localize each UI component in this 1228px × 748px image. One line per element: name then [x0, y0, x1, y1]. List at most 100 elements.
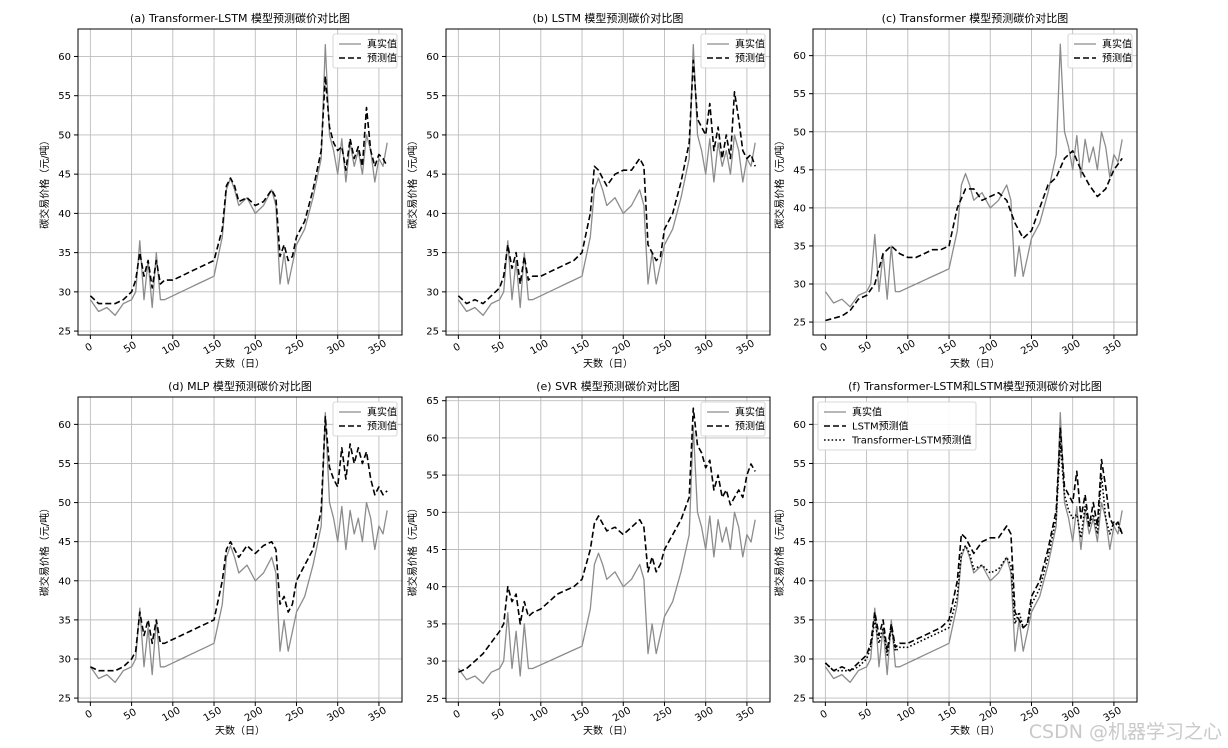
x-tick-label: 200 — [978, 705, 1000, 724]
x-axis-label: 天数（日） — [950, 357, 1000, 370]
chart-panel-c: 0 50 100 150 200 250 300 350 25 30 35 40 45 50 55 60 (c)… — [773, 11, 1138, 370]
legend-box — [700, 33, 766, 69]
y-tick-label: 25 — [793, 694, 806, 705]
y-tick-label: 50 — [58, 498, 71, 509]
series-line-1 — [824, 43, 1123, 308]
y-axis-label: 碳交易价格（元/吨） — [406, 135, 419, 228]
y-tick-label: 60 — [426, 433, 439, 444]
x-axis-label: 天数（日） — [583, 357, 633, 370]
x-tick-label: 50 — [857, 340, 874, 356]
chart-title: (b) LSTM 模型预测碳价对比图 — [533, 11, 684, 25]
chart-title: (d) MLP 模型预测碳价对比图 — [168, 379, 312, 393]
chart-panel-f: 0 50 100 150 200 250 300 3502530354045505560(f)… — [773, 379, 1138, 737]
series-line-2 — [458, 407, 756, 673]
legend-label-2: LSTM预测值 — [852, 420, 909, 433]
x-tick-label: 250 — [652, 705, 674, 724]
chart-panel-d: 0 50 100 150 200 250 300 350 25 30 35 40 45 50 55 60 (d)… — [38, 379, 403, 737]
y-tick-label: 40 — [58, 209, 71, 220]
plot-frame — [812, 396, 1138, 703]
y-tick-label: 55 — [426, 471, 439, 482]
y-tick-label: 40 — [58, 576, 71, 587]
y-tick-label: 35 — [426, 619, 439, 630]
legend-label-2: 预测值 — [735, 420, 765, 433]
series-line-3 — [824, 443, 1123, 672]
series-line-2 — [457, 59, 756, 305]
legend-label-1: 真实值 — [735, 406, 765, 419]
x-tick-label: 300 — [325, 338, 347, 357]
x-tick-label: 200 — [243, 705, 265, 724]
watermark: CSDN @机器学习之心 — [1028, 721, 1222, 743]
x-tick-label: 300 — [1060, 338, 1082, 357]
y-tick-label: 25 — [58, 327, 71, 338]
plot-frame — [812, 28, 1138, 336]
series-line-1 — [824, 411, 1123, 684]
y-tick-label: 60 — [793, 420, 806, 431]
x-tick-label: 350 — [1102, 338, 1124, 357]
y-tick-label: 60 — [58, 420, 71, 431]
y-tick-label: 50 — [426, 508, 439, 519]
x-tick-label: 100 — [161, 705, 183, 724]
x-tick-label: 350 — [367, 338, 389, 357]
x-tick-label: 0 — [819, 341, 830, 354]
series-line-2 — [90, 415, 388, 672]
legend-box — [1067, 33, 1133, 69]
x-tick-label: 50 — [122, 707, 139, 723]
legend-label-1: 真实值 — [735, 38, 765, 51]
y-tick-label: 55 — [58, 459, 71, 470]
x-tick-label: 250 — [284, 338, 306, 357]
x-tick-label: 0 — [452, 341, 463, 354]
x-tick-label: 50 — [122, 340, 139, 356]
legend-box — [332, 33, 398, 69]
y-tick-label: 50 — [793, 127, 806, 138]
x-tick-label: 350 — [735, 705, 757, 724]
x-tick-label: 350 — [367, 705, 389, 724]
y-tick-label: 40 — [426, 582, 439, 593]
y-tick-label: 55 — [426, 91, 439, 102]
legend-label-1: 真实值 — [1102, 38, 1132, 51]
chart-panel-b: 0 50 100 150 200 250 300 350 25 30 35 40 45 50 55 60 (b)… — [406, 11, 771, 370]
x-tick-label: 0 — [84, 341, 95, 354]
legend-label-3: Transformer-LSTM预测值 — [851, 434, 972, 447]
x-tick-label: 100 — [529, 705, 551, 724]
y-tick-label: 35 — [426, 248, 439, 259]
legend-label-2: 预测值 — [735, 52, 765, 65]
chart-panel-a: 0 50 100 150 200 250 300 350 25 30 35 40 45 50 55 60 (a)… — [38, 11, 403, 370]
legend-box — [817, 401, 977, 451]
y-axis-label: 碳交易价格（元/吨） — [38, 135, 51, 228]
x-tick-label: 200 — [978, 338, 1000, 357]
y-tick-label: 30 — [426, 657, 439, 668]
x-tick-label: 350 — [735, 338, 757, 357]
x-tick-label: 150 — [202, 705, 224, 724]
series-line-1 — [89, 411, 388, 684]
plot-frame — [77, 396, 403, 703]
x-tick-label: 150 — [570, 338, 592, 357]
y-tick-label: 25 — [426, 327, 439, 338]
y-tick-label: 40 — [793, 576, 806, 587]
x-tick-label: 100 — [161, 338, 183, 357]
legend-label-1: 真实值 — [367, 406, 397, 419]
chart-panel-e: 0 50 100 150 200 250 300 350 25 30 35 40 45 50 55 60 65 (… — [406, 379, 771, 737]
legend-label-1: 真实值 — [367, 38, 397, 51]
legend-box — [700, 401, 766, 437]
legend-label-1: 真实值 — [852, 406, 882, 419]
x-tick-label: 50 — [490, 340, 507, 356]
series-line-1 — [457, 44, 756, 317]
y-axis-label: 碳交易价格（元/吨） — [38, 503, 51, 596]
x-tick-label: 0 — [84, 708, 95, 721]
x-tick-label: 200 — [611, 338, 633, 357]
x-tick-label: 300 — [693, 705, 715, 724]
x-axis-label: 天数（日） — [950, 724, 1000, 737]
x-tick-label: 100 — [896, 338, 918, 357]
y-tick-label: 45 — [426, 545, 439, 556]
x-axis-label: 天数（日） — [583, 724, 633, 737]
y-axis-label: 碳交易价格（元/吨） — [773, 503, 786, 596]
y-tick-label: 55 — [793, 89, 806, 100]
x-tick-label: 250 — [652, 338, 674, 357]
y-tick-label: 55 — [793, 459, 806, 470]
y-tick-label: 40 — [793, 203, 806, 214]
x-tick-label: 50 — [490, 707, 507, 723]
